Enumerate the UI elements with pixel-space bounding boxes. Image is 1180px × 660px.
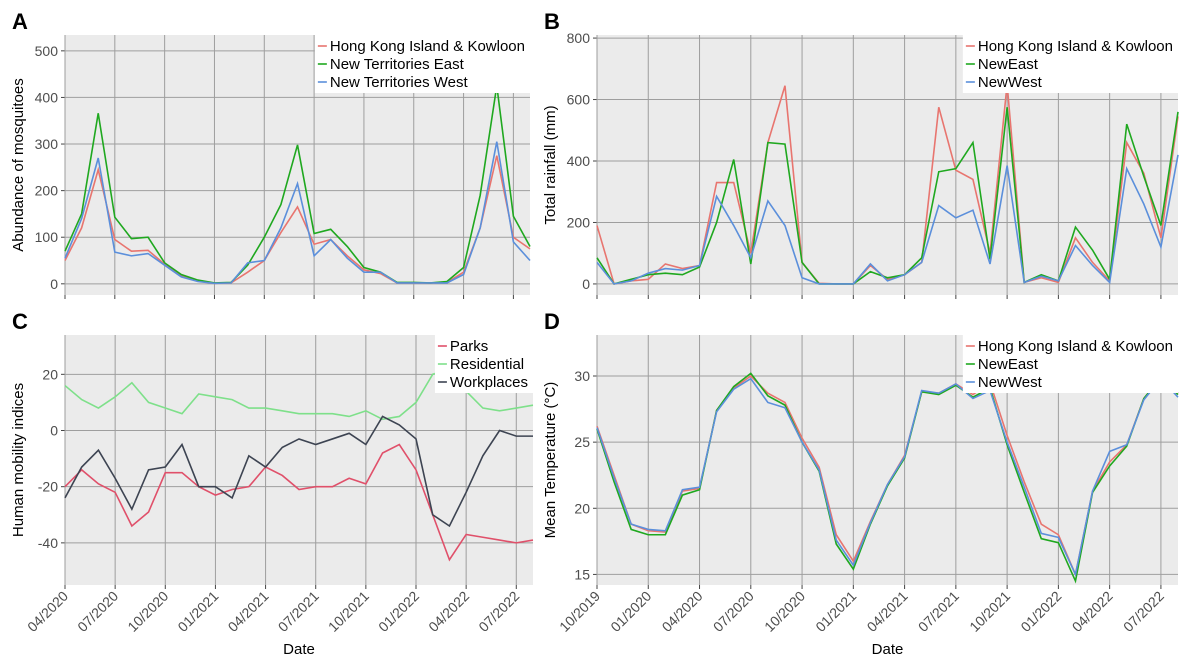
legend-label: NewEast — [978, 356, 1039, 373]
series-line — [596, 154, 1179, 285]
series-line — [64, 415, 533, 528]
legend-label: Parks — [450, 338, 488, 355]
y-tick-label: 600 — [567, 92, 591, 108]
x-tick-label: 01/2021 — [174, 588, 221, 635]
x-tick-label: 04/2020 — [659, 588, 706, 635]
legend-background — [314, 35, 530, 93]
panel-label: B — [544, 9, 560, 34]
series-line — [596, 107, 1179, 285]
y-axis-title: Total rainfall (mm) — [542, 105, 559, 224]
x-tick-label: 10/2021 — [966, 588, 1013, 635]
y-tick-label: 20 — [42, 366, 58, 382]
legend-label: Residential — [450, 356, 524, 373]
legend-label: New Territories West — [330, 74, 469, 91]
x-tick-label: 07/2020 — [74, 588, 121, 635]
x-tick-label: 01/2021 — [812, 588, 859, 635]
legend-label: Hong Kong Island & Kowloon — [978, 338, 1173, 355]
legend-label: NewEast — [978, 56, 1039, 73]
y-axis-title: Human mobility indices — [10, 383, 27, 537]
x-tick-label: 04/2021 — [225, 588, 272, 635]
x-tick-label: 01/2020 — [607, 588, 654, 635]
x-tick-label: 07/2021 — [915, 588, 962, 635]
y-tick-label: 20 — [574, 500, 590, 516]
x-tick-label: 10/2019 — [556, 588, 603, 635]
x-tick-label: 10/2020 — [761, 588, 808, 635]
y-tick-label: 0 — [50, 276, 58, 292]
legend-background — [434, 335, 533, 393]
x-tick-label: 04/2021 — [864, 588, 911, 635]
legend-label: Hong Kong Island & Kowloon — [330, 38, 525, 55]
x-tick-label: 04/2022 — [425, 588, 472, 635]
series-line — [64, 85, 531, 284]
series-line — [596, 377, 1179, 577]
series-line — [64, 155, 531, 285]
y-axis-title: Mean Temperature (°C) — [542, 382, 559, 539]
legend-label: Workplaces — [450, 374, 528, 391]
y-tick-label: -40 — [38, 535, 58, 551]
panel-label: D — [544, 309, 560, 334]
x-axis-title: Date — [283, 641, 315, 658]
legend-background — [962, 335, 1178, 393]
y-tick-label: 400 — [35, 89, 59, 105]
x-tick-label: 01/2022 — [375, 588, 422, 635]
y-tick-label: 200 — [35, 183, 59, 199]
x-tick-label: 04/2020 — [24, 588, 71, 635]
y-axis-title: Abundance of mosquitoes — [10, 78, 27, 251]
x-tick-label: 07/2021 — [275, 588, 322, 635]
y-tick-label: 30 — [574, 368, 590, 384]
panel-label: A — [12, 9, 28, 34]
x-tick-label: 04/2022 — [1069, 588, 1116, 635]
x-tick-label: 10/2020 — [124, 588, 171, 635]
y-tick-label: 500 — [35, 43, 59, 59]
legend-label: New Territories East — [330, 56, 465, 73]
y-tick-label: 200 — [567, 214, 591, 230]
legend-label: NewWest — [978, 74, 1043, 91]
legend-label: Hong Kong Island & Kowloon — [978, 38, 1173, 55]
x-tick-label: 01/2022 — [1017, 588, 1064, 635]
x-tick-label: 07/2022 — [1120, 588, 1167, 635]
legend-label: NewWest — [978, 374, 1043, 391]
y-tick-label: 100 — [35, 229, 59, 245]
panel-label: C — [12, 309, 28, 334]
y-tick-label: 0 — [582, 276, 590, 292]
x-tick-label: 07/2022 — [475, 588, 522, 635]
y-tick-label: -20 — [38, 479, 58, 495]
y-tick-label: 15 — [574, 566, 590, 582]
y-tick-label: 0 — [50, 423, 58, 439]
x-tick-label: 07/2020 — [710, 588, 757, 635]
y-tick-label: 25 — [574, 434, 590, 450]
y-tick-label: 300 — [35, 136, 59, 152]
legend-background — [962, 35, 1178, 93]
series-line — [64, 443, 534, 562]
x-axis-title: Date — [872, 641, 904, 658]
x-tick-label: 10/2021 — [325, 588, 372, 635]
y-tick-label: 400 — [567, 153, 591, 169]
series-line — [64, 141, 531, 285]
y-tick-label: 800 — [567, 30, 591, 46]
